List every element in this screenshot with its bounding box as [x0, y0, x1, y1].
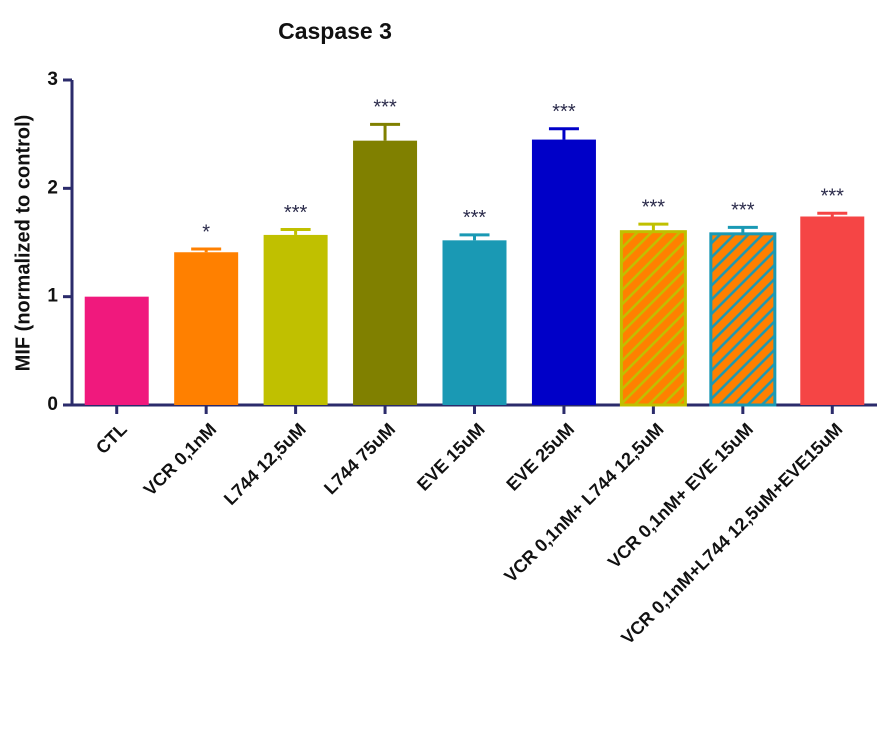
y-axis-label: MIF (normalized to control) — [12, 115, 34, 372]
significance-label: *** — [373, 97, 397, 119]
bar — [84, 296, 149, 405]
bar — [353, 140, 418, 405]
x-tick-label: VCR 0,1nM+ EVE 15uM — [604, 419, 757, 572]
significance-label: *** — [642, 196, 666, 218]
x-tick-label: L744 75uM — [320, 419, 399, 498]
x-tick-label: VCR 0,1nM — [140, 419, 221, 500]
x-tick-label: EVE 15uM — [413, 419, 489, 495]
bar — [442, 240, 507, 405]
bar — [174, 252, 239, 405]
x-tick-label: L744 12,5uM — [220, 419, 310, 509]
error-bar — [548, 127, 579, 140]
x-tick-label: EVE 25uM — [502, 419, 578, 495]
significance-label: *** — [284, 202, 308, 224]
x-tick-label: VCR 0,1nM+ L744 12,5uM — [500, 419, 667, 586]
error-bar — [727, 225, 758, 234]
bar — [800, 216, 865, 405]
error-bar — [191, 247, 222, 253]
error-bar — [459, 233, 490, 241]
bar — [263, 234, 328, 405]
y-tick-label: 2 — [47, 177, 58, 198]
bar — [531, 139, 596, 406]
error-bar — [817, 211, 848, 217]
error-bar — [370, 122, 401, 141]
significance-label: *** — [552, 101, 576, 123]
bar — [619, 230, 687, 407]
error-bar — [280, 228, 311, 235]
y-tick-label: 3 — [47, 69, 58, 90]
significance-label: *** — [731, 200, 755, 222]
error-bar — [638, 222, 669, 232]
chart-title: Caspase 3 — [278, 18, 392, 44]
y-tick-label: 0 — [47, 394, 58, 415]
x-tick-label: CTL — [92, 419, 131, 458]
bar — [709, 232, 777, 407]
significance-label: *** — [463, 207, 487, 229]
y-tick-label: 1 — [47, 286, 58, 307]
significance-label: * — [202, 221, 210, 243]
significance-label: *** — [821, 186, 845, 208]
